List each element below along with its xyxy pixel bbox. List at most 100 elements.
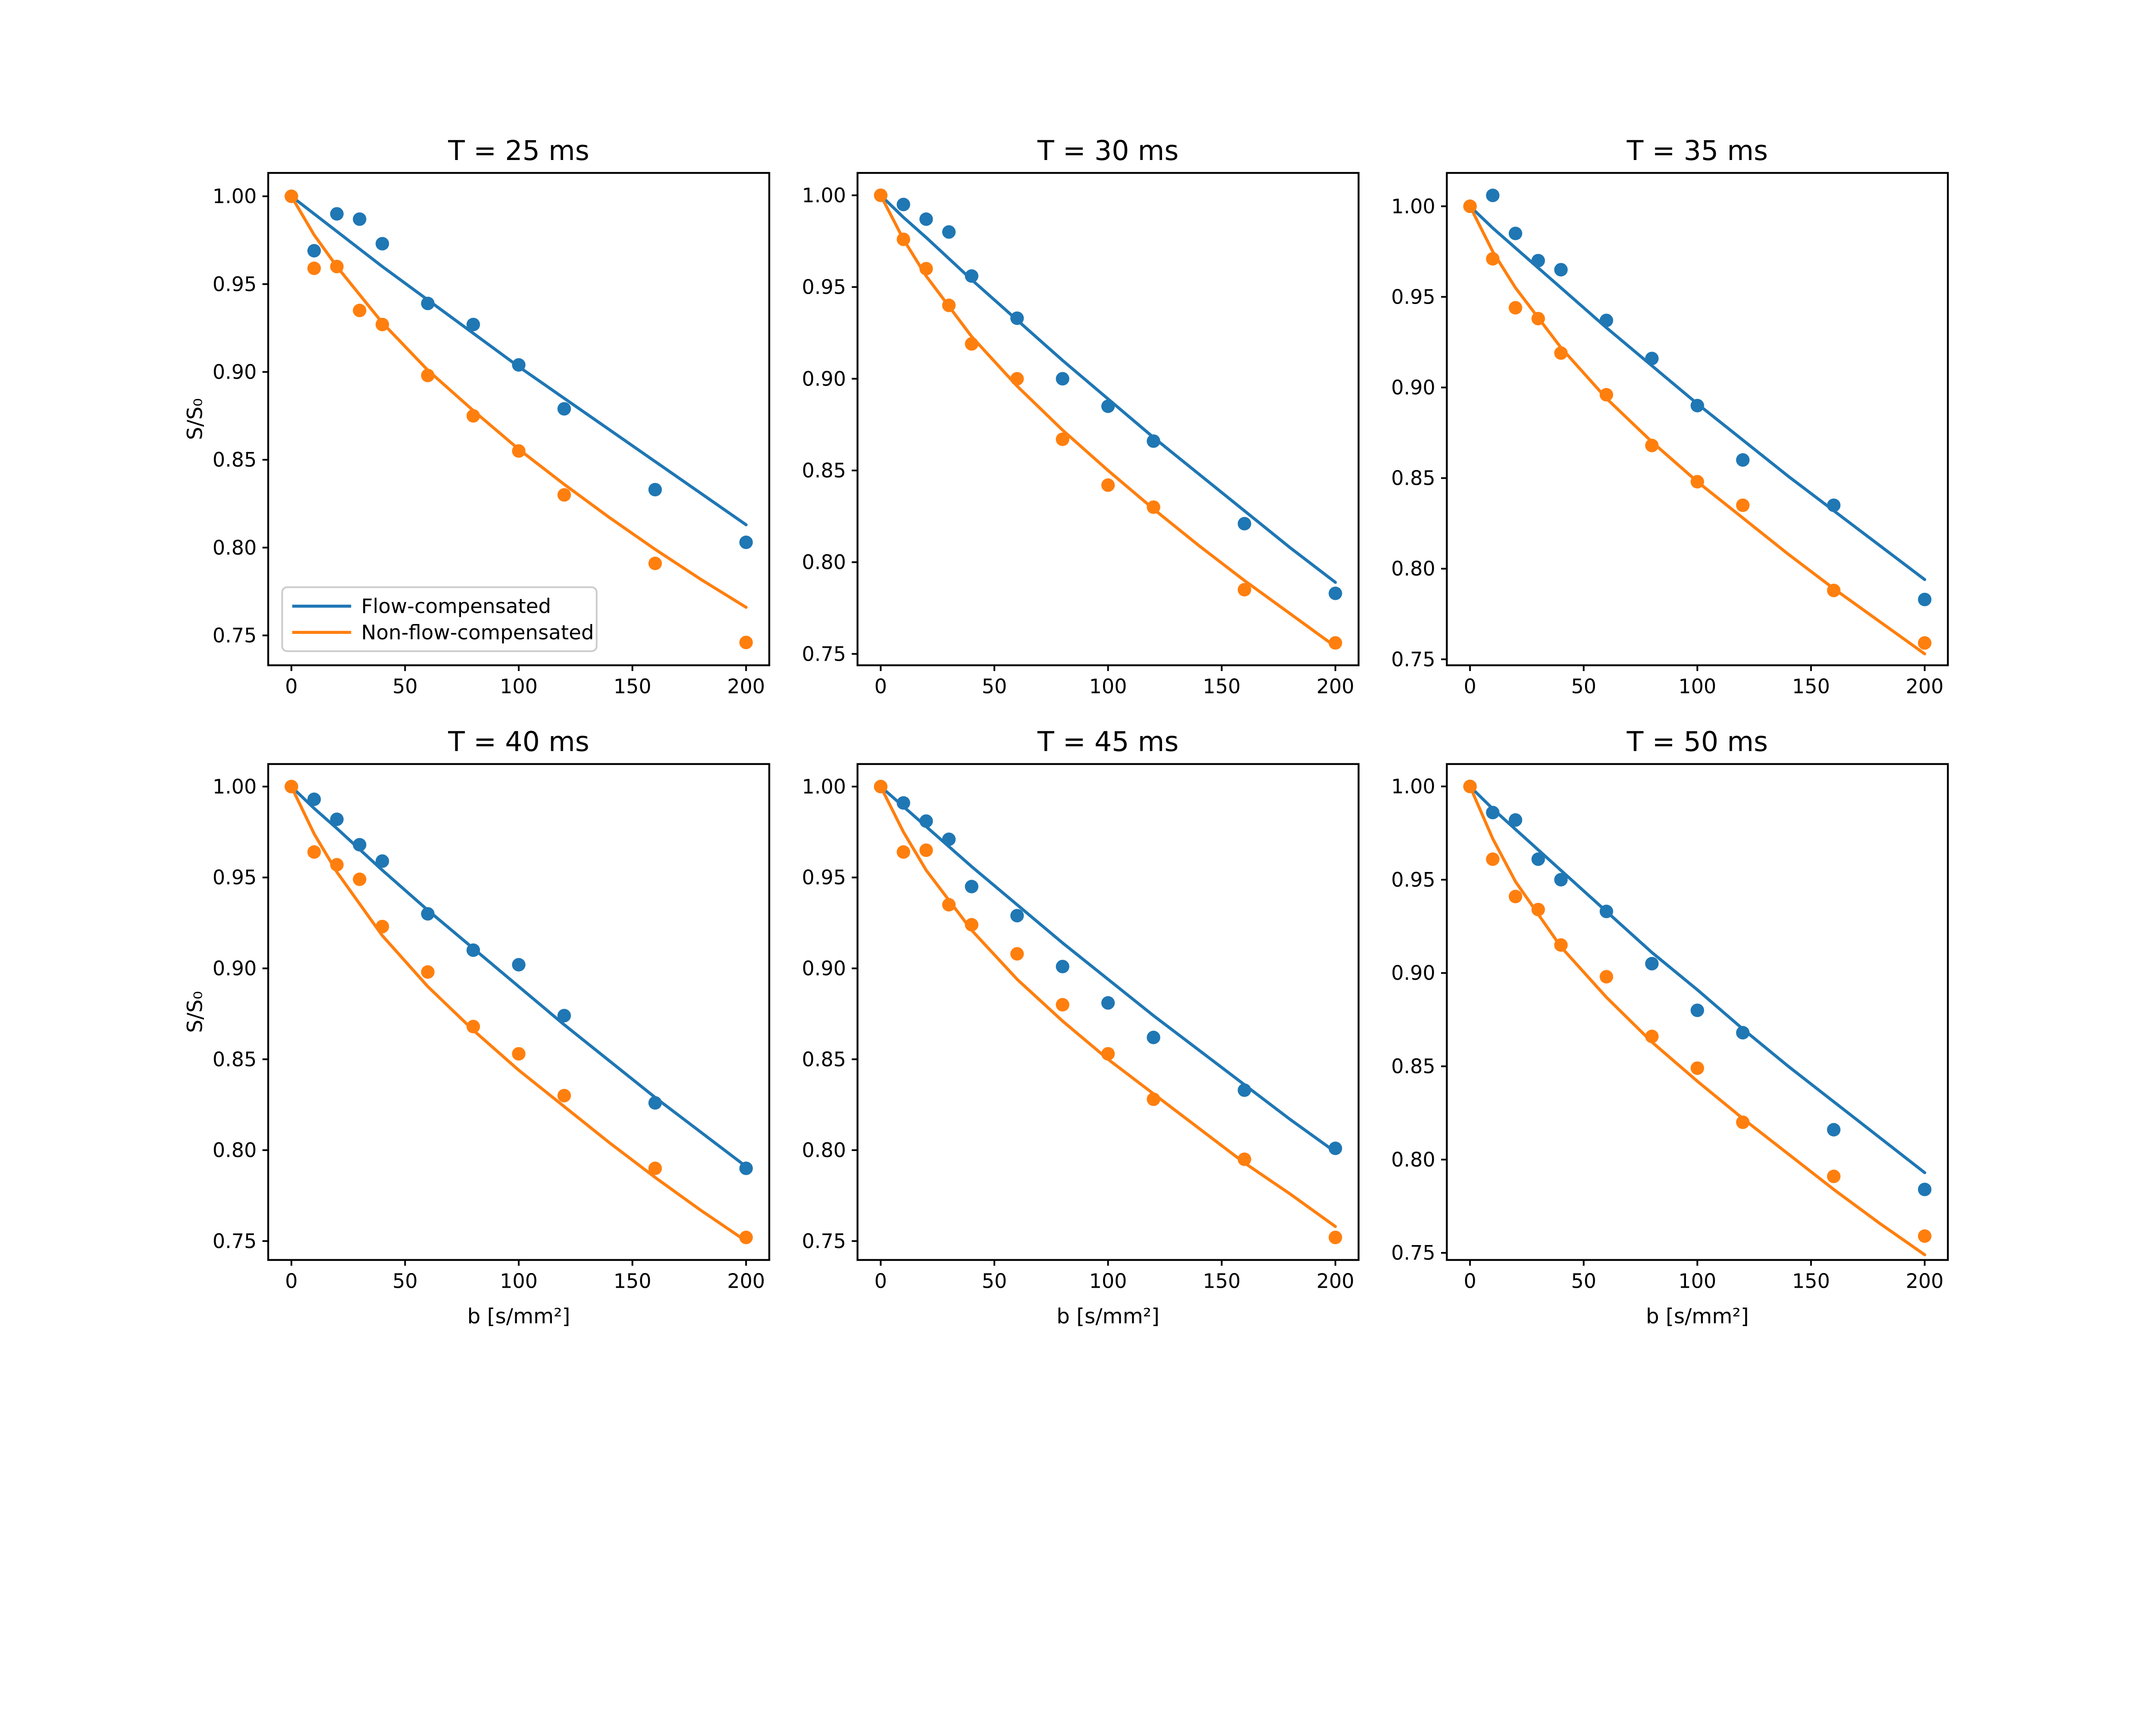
data-point-non-flow-compensated bbox=[1736, 1115, 1750, 1129]
subplot--45-: 0 50 100 150 200 1.00 0.95 0.90 0.85 0.80 0.75 T = … bbox=[802, 726, 1360, 1328]
data-point-flow-compensated bbox=[919, 814, 933, 828]
data-point-non-flow-compensated bbox=[1238, 583, 1251, 597]
data-point-non-flow-compensated bbox=[1329, 1230, 1342, 1245]
data-point-non-flow-compensated bbox=[1101, 478, 1115, 492]
x-axis-label: b [s/mm²] bbox=[467, 1304, 570, 1328]
x-tick-label: 0 bbox=[1463, 675, 1476, 698]
x-tick-label: 100 bbox=[500, 675, 538, 698]
data-point-flow-compensated bbox=[330, 207, 344, 221]
y-tick-label: 0.80 bbox=[213, 536, 257, 559]
y-tick-label: 0.75 bbox=[1391, 648, 1435, 671]
x-tick-label: 50 bbox=[982, 675, 1007, 698]
fit-line-flow-compensated bbox=[290, 785, 748, 1168]
x-tick-label: 50 bbox=[1571, 675, 1596, 698]
data-point-non-flow-compensated bbox=[874, 188, 888, 202]
x-axis-label: b [s/mm²] bbox=[1056, 1304, 1159, 1328]
subplot--35-: 0 50 100 150 200 1.00 0.95 0.90 0.85 0.80 0.75 T = … bbox=[1391, 135, 1949, 698]
data-point-non-flow-compensated bbox=[330, 260, 344, 273]
data-point-flow-compensated bbox=[896, 198, 910, 211]
fit-line-flow-compensated bbox=[879, 194, 1337, 584]
data-point-flow-compensated bbox=[353, 838, 367, 852]
data-point-non-flow-compensated bbox=[1918, 636, 1932, 650]
fit-line-flow-compensated bbox=[290, 194, 748, 527]
x-tick-label: 100 bbox=[1089, 1270, 1127, 1293]
data-point-flow-compensated bbox=[1531, 852, 1545, 866]
data-point-non-flow-compensated bbox=[285, 780, 298, 794]
data-point-flow-compensated bbox=[330, 812, 344, 826]
data-point-non-flow-compensated bbox=[1599, 388, 1614, 401]
data-point-non-flow-compensated bbox=[421, 965, 435, 979]
legend-box bbox=[281, 586, 598, 652]
data-point-non-flow-compensated bbox=[919, 843, 933, 857]
y-tick-label: 0.85 bbox=[802, 1048, 846, 1071]
data-point-non-flow-compensated bbox=[466, 1019, 480, 1034]
data-point-non-flow-compensated bbox=[1690, 475, 1705, 489]
data-point-non-flow-compensated bbox=[1690, 1061, 1705, 1075]
data-point-non-flow-compensated bbox=[1645, 439, 1659, 452]
y-tick-label: 0.95 bbox=[802, 276, 846, 299]
data-point-flow-compensated bbox=[942, 225, 956, 239]
data-point-non-flow-compensated bbox=[1486, 852, 1500, 866]
x-tick-label: 100 bbox=[1089, 675, 1127, 698]
data-point-flow-compensated bbox=[1690, 398, 1705, 413]
data-point-non-flow-compensated bbox=[421, 368, 435, 383]
subplot--40-: 0 50 100 150 200 1.00 0.95 0.90 0.85 0.80 0.75 T = … bbox=[183, 726, 771, 1328]
y-tick-label: 1.00 bbox=[213, 185, 257, 208]
x-tick-label: 0 bbox=[285, 1270, 298, 1293]
y-axis-label: S/S₀ bbox=[183, 398, 207, 440]
y-tick-label: 0.85 bbox=[213, 448, 257, 471]
subplot-title: T = 25 ms bbox=[448, 135, 589, 166]
data-point-non-flow-compensated bbox=[375, 919, 389, 934]
data-point-flow-compensated bbox=[1147, 1031, 1160, 1044]
data-point-non-flow-compensated bbox=[739, 636, 753, 649]
data-point-non-flow-compensated bbox=[1531, 312, 1545, 326]
data-point-non-flow-compensated bbox=[1918, 1229, 1932, 1243]
x-tick-label: 0 bbox=[874, 675, 887, 698]
fit-line-non-flow-compensated bbox=[1468, 204, 1927, 656]
data-point-flow-compensated bbox=[421, 907, 435, 921]
y-tick-label: 0.75 bbox=[1391, 1241, 1435, 1264]
data-point-non-flow-compensated bbox=[307, 845, 321, 859]
legend-label: Non-flow-compensated bbox=[361, 621, 594, 644]
data-point-flow-compensated bbox=[1645, 351, 1659, 365]
subplot-title: T = 40 ms bbox=[448, 726, 589, 758]
data-point-flow-compensated bbox=[353, 212, 367, 226]
subplot-title: T = 30 ms bbox=[1037, 135, 1178, 166]
data-point-non-flow-compensated bbox=[1147, 1092, 1160, 1106]
y-tick-label: 0.75 bbox=[213, 1229, 257, 1253]
y-tick-label: 0.90 bbox=[802, 957, 846, 980]
y-tick-label: 0.90 bbox=[1391, 961, 1435, 985]
data-point-non-flow-compensated bbox=[1329, 636, 1342, 650]
data-point-non-flow-compensated bbox=[1645, 1029, 1659, 1043]
y-tick-label: 0.85 bbox=[802, 459, 846, 482]
x-tick-label: 150 bbox=[1203, 1270, 1241, 1293]
data-point-non-flow-compensated bbox=[648, 556, 662, 571]
x-tick-label: 200 bbox=[1316, 675, 1354, 698]
y-tick-label: 0.95 bbox=[1391, 868, 1435, 891]
plot-border bbox=[267, 763, 771, 1261]
data-point-flow-compensated bbox=[1645, 957, 1659, 971]
y-tick-label: 1.00 bbox=[1391, 775, 1435, 798]
x-tick-label: 200 bbox=[1316, 1270, 1354, 1293]
data-point-flow-compensated bbox=[512, 358, 526, 372]
y-tick-label: 1.00 bbox=[802, 184, 846, 207]
data-point-flow-compensated bbox=[557, 402, 571, 416]
subplot--25-: 0 50 100 150 200 1.00 0.95 0.90 0.85 0.80 0.75 T = … bbox=[183, 135, 771, 698]
data-point-flow-compensated bbox=[375, 237, 389, 251]
y-tick-label: 0.80 bbox=[1391, 1148, 1435, 1171]
data-point-flow-compensated bbox=[1599, 904, 1614, 919]
data-point-non-flow-compensated bbox=[330, 858, 344, 872]
data-point-flow-compensated bbox=[375, 854, 389, 868]
data-point-flow-compensated bbox=[1827, 498, 1841, 512]
data-point-flow-compensated bbox=[1554, 263, 1568, 277]
y-tick-label: 0.80 bbox=[802, 1138, 846, 1162]
fit-line-non-flow-compensated bbox=[879, 194, 1337, 648]
data-point-flow-compensated bbox=[307, 244, 321, 258]
data-point-flow-compensated bbox=[1010, 909, 1024, 922]
data-point-non-flow-compensated bbox=[942, 898, 956, 912]
data-point-flow-compensated bbox=[1486, 806, 1500, 819]
x-tick-label: 100 bbox=[1678, 675, 1716, 698]
y-tick-label: 1.00 bbox=[802, 775, 846, 798]
data-point-non-flow-compensated bbox=[1056, 432, 1069, 446]
